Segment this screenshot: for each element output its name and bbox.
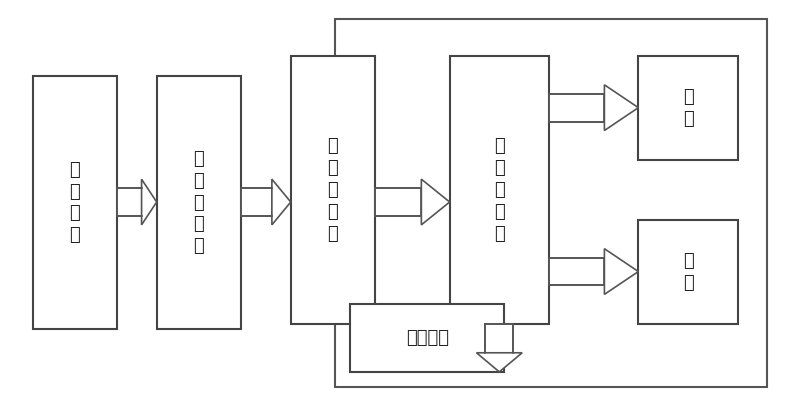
Bar xyxy=(290,56,375,324)
Text: 电: 电 xyxy=(70,161,80,179)
Text: 键: 键 xyxy=(682,274,694,292)
Text: 号: 号 xyxy=(194,172,204,190)
Bar xyxy=(157,76,241,329)
Text: 处: 处 xyxy=(494,159,505,177)
Bar xyxy=(375,188,422,216)
Text: 显: 显 xyxy=(682,88,694,106)
Text: 按: 按 xyxy=(682,252,694,270)
Polygon shape xyxy=(422,179,450,225)
Polygon shape xyxy=(272,179,290,225)
Text: 器: 器 xyxy=(194,237,204,255)
Text: 采: 采 xyxy=(327,181,338,199)
Text: 系: 系 xyxy=(494,203,505,221)
Text: 护: 护 xyxy=(70,204,80,222)
Bar xyxy=(117,188,142,216)
Text: 集: 集 xyxy=(327,203,338,221)
Bar xyxy=(33,76,117,329)
Bar xyxy=(638,220,738,324)
Bar xyxy=(549,94,605,121)
Text: 信: 信 xyxy=(194,150,204,168)
Text: 示: 示 xyxy=(682,110,694,128)
Bar xyxy=(241,188,272,216)
Text: 微: 微 xyxy=(494,137,505,155)
Bar xyxy=(350,304,504,372)
Text: 感: 感 xyxy=(194,216,204,234)
Text: 套: 套 xyxy=(70,226,80,244)
Bar xyxy=(486,324,514,353)
Bar xyxy=(549,258,605,285)
Polygon shape xyxy=(142,179,157,225)
Text: 卡: 卡 xyxy=(327,225,338,243)
Text: 理: 理 xyxy=(494,181,505,199)
Text: 数据存储: 数据存储 xyxy=(406,329,449,347)
Text: 传: 传 xyxy=(194,193,204,211)
Text: 统: 统 xyxy=(494,225,505,243)
Text: 缆: 缆 xyxy=(70,182,80,200)
Polygon shape xyxy=(605,249,638,294)
Text: 号: 号 xyxy=(327,159,338,177)
Bar xyxy=(450,56,549,324)
Polygon shape xyxy=(605,85,638,130)
Bar xyxy=(638,56,738,160)
Polygon shape xyxy=(477,353,522,372)
Text: 信: 信 xyxy=(327,137,338,155)
Bar xyxy=(335,19,767,387)
